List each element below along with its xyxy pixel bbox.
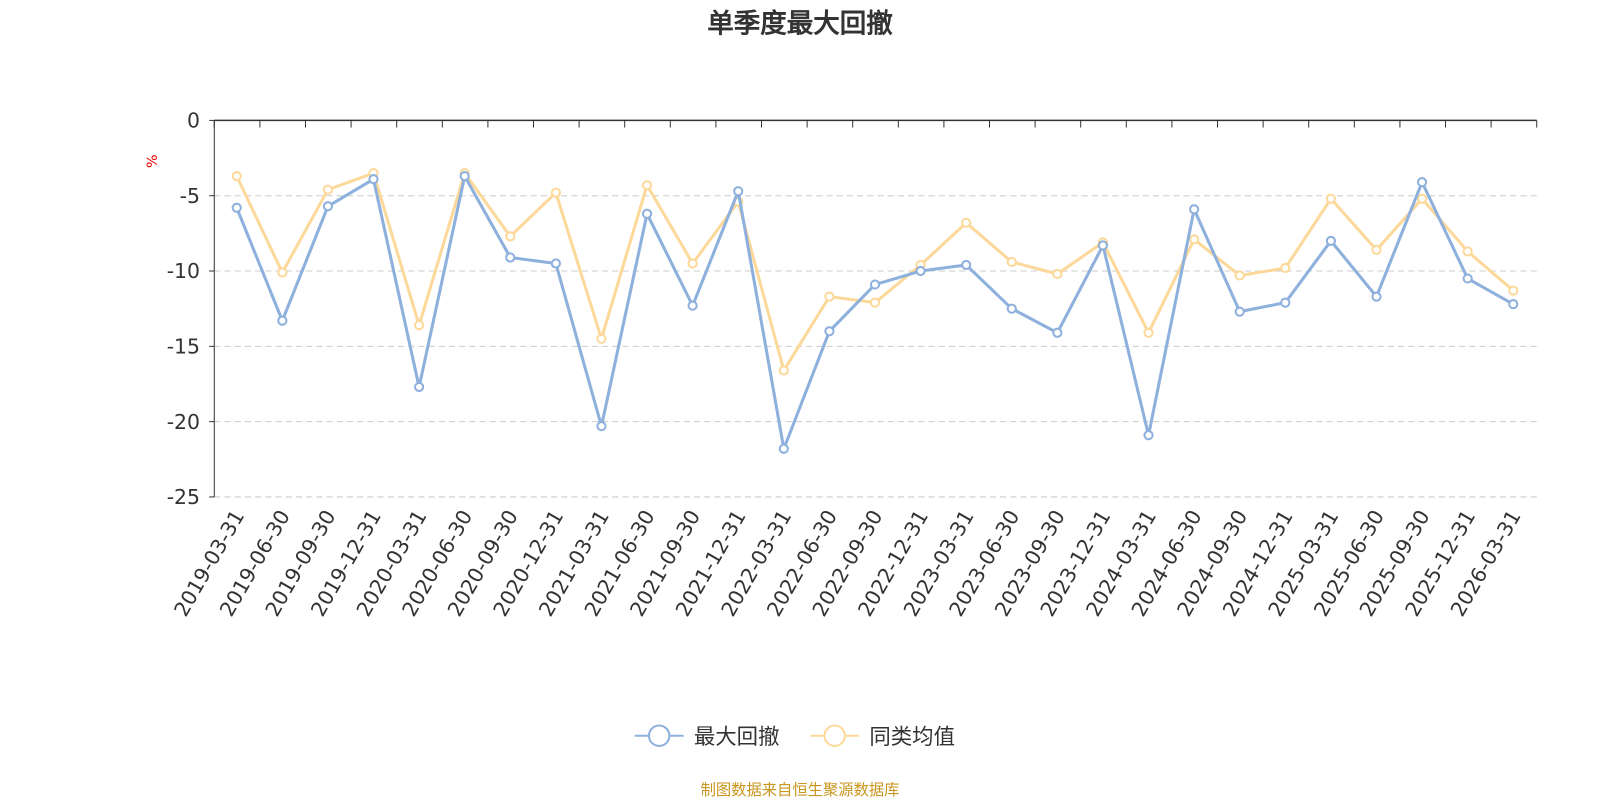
y-tick-label: 0 <box>187 109 200 133</box>
data-point[interactable] <box>1462 273 1473 284</box>
data-point[interactable] <box>1416 193 1428 204</box>
data-point[interactable] <box>231 202 242 213</box>
y-axis-label: % <box>145 154 161 168</box>
legend-item-1[interactable]: 同类均值 <box>810 724 955 750</box>
data-point[interactable] <box>505 231 516 242</box>
y-tick-label: -10 <box>167 259 200 283</box>
data-point[interactable] <box>1189 234 1200 245</box>
data-point[interactable] <box>687 258 698 269</box>
data-point[interactable] <box>687 300 698 311</box>
footer-source: 制图数据来自恒生聚源数据库 <box>701 781 900 799</box>
data-point[interactable] <box>413 320 425 331</box>
data-point[interactable] <box>1416 177 1428 188</box>
data-point[interactable] <box>322 201 334 212</box>
data-point[interactable] <box>869 297 881 308</box>
series-1 <box>231 168 1519 376</box>
legend-label: 最大回撤 <box>694 725 780 750</box>
data-point[interactable] <box>824 326 835 337</box>
data-point[interactable] <box>596 333 607 344</box>
data-point[interactable] <box>1462 246 1473 257</box>
data-point[interactable] <box>778 443 789 454</box>
data-point[interactable] <box>824 291 835 302</box>
y-tick-label: -25 <box>167 485 200 509</box>
data-point[interactable] <box>961 217 972 228</box>
data-point[interactable] <box>869 279 881 290</box>
legend-label: 同类均值 <box>869 725 955 750</box>
data-point[interactable] <box>1234 306 1245 317</box>
data-point[interactable] <box>550 258 561 269</box>
data-point[interactable] <box>505 252 516 263</box>
data-point[interactable] <box>1052 268 1063 280</box>
y-tick-label: -5 <box>180 184 200 208</box>
data-point[interactable] <box>961 259 972 271</box>
data-point[interactable] <box>1280 297 1291 308</box>
legend-item-0[interactable]: 最大回撤 <box>634 724 780 750</box>
data-point[interactable] <box>1508 299 1519 310</box>
data-point[interactable] <box>1006 303 1017 314</box>
data-point[interactable] <box>322 184 334 195</box>
data-point[interactable] <box>1371 291 1382 302</box>
data-point[interactable] <box>413 381 425 393</box>
data-point[interactable] <box>1097 240 1109 251</box>
data-point[interactable] <box>277 267 288 278</box>
data-point[interactable] <box>915 265 926 277</box>
data-point[interactable] <box>1280 262 1291 274</box>
data-point[interactable] <box>778 365 789 376</box>
legend-marker-icon <box>647 724 671 747</box>
data-point[interactable] <box>231 171 242 182</box>
data-point[interactable] <box>1371 244 1382 256</box>
data-point[interactable] <box>1189 204 1200 215</box>
data-point[interactable] <box>368 174 379 185</box>
series-0 <box>231 171 1519 455</box>
data-point[interactable] <box>641 208 653 219</box>
y-tick-label: -20 <box>167 410 200 434</box>
data-point[interactable] <box>641 180 653 191</box>
chart-title: 单季度最大回撤 <box>707 9 893 40</box>
data-point[interactable] <box>596 421 607 432</box>
data-point[interactable] <box>1234 270 1245 281</box>
y-tick-label: -15 <box>167 334 200 358</box>
data-point[interactable] <box>733 186 744 197</box>
data-point[interactable] <box>277 315 288 326</box>
legend-marker-icon <box>823 724 846 747</box>
data-point[interactable] <box>1143 327 1154 338</box>
data-point[interactable] <box>1006 256 1017 268</box>
series-line <box>235 171 1515 455</box>
data-point[interactable] <box>1325 235 1337 247</box>
legend: 最大回撤 同类均值 <box>634 724 955 750</box>
data-point[interactable] <box>459 171 470 182</box>
data-point[interactable] <box>1143 430 1154 441</box>
data-point[interactable] <box>1325 193 1337 204</box>
data-point[interactable] <box>1508 285 1519 296</box>
data-point[interactable] <box>1052 327 1063 338</box>
data-point[interactable] <box>550 187 561 198</box>
